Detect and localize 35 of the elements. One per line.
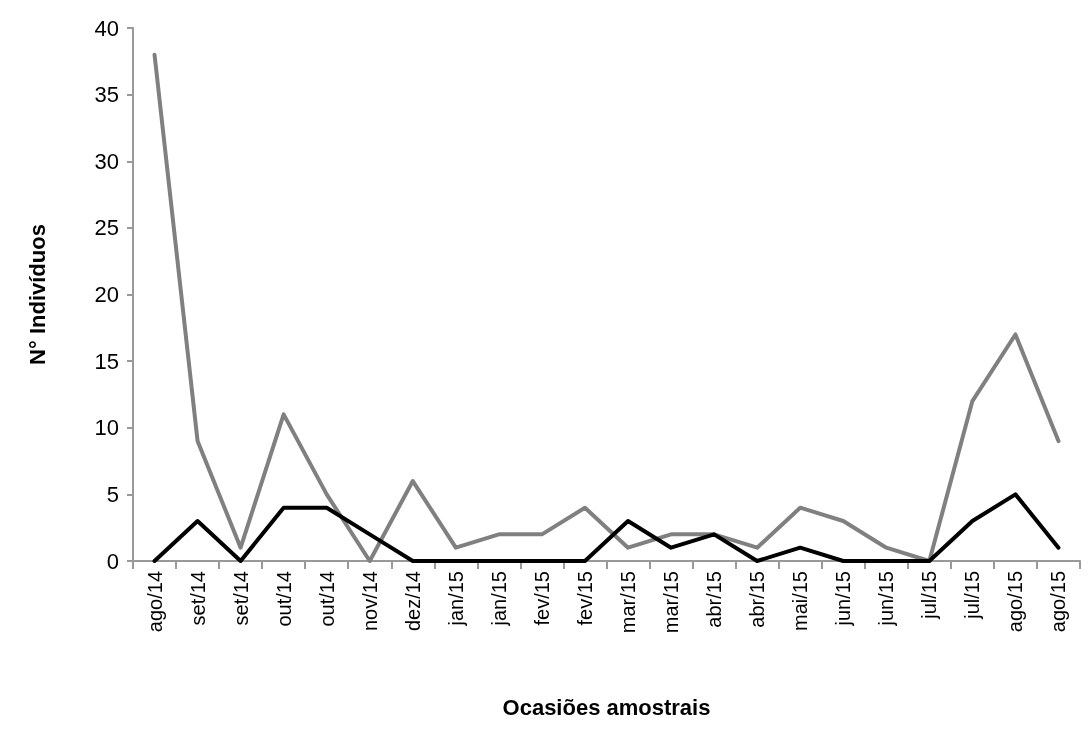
x-tick-label: dez/14 xyxy=(401,571,424,632)
y-tick-label: 25 xyxy=(94,215,119,241)
x-tick-label: ago/15 xyxy=(1004,571,1027,633)
line-series xyxy=(152,52,1061,563)
x-tick-label: abr/15 xyxy=(703,571,726,628)
x-tick-label: jul/15 xyxy=(961,571,984,620)
x-tick-label: jan/15 xyxy=(444,571,467,627)
y-tick-label: 10 xyxy=(94,415,119,441)
y-tick-label: 30 xyxy=(94,148,119,174)
x-tick-label: fev/15 xyxy=(530,571,553,626)
y-tick-label: 0 xyxy=(106,548,119,574)
x-tick-label: mar/15 xyxy=(617,571,640,634)
x-tick-label: nov/14 xyxy=(358,571,381,632)
x-axis-title: Ocasiões amostrais xyxy=(502,694,711,720)
x-tick-label: jul/15 xyxy=(918,571,941,620)
y-tick-label: 40 xyxy=(94,15,119,41)
x-tick-label: mar/15 xyxy=(660,571,683,634)
x-tick-label: fev/15 xyxy=(573,571,596,626)
y-tick-label: 15 xyxy=(94,348,119,374)
x-tick-label: mai/15 xyxy=(789,571,812,632)
x-tick-label: ago/15 xyxy=(1047,571,1070,633)
x-tick-label: jun/15 xyxy=(875,571,898,627)
x-tick-label: ago/14 xyxy=(143,571,166,633)
x-tick-label: out/14 xyxy=(272,571,295,627)
y-axis-title: N° Indivíduos xyxy=(24,224,50,365)
x-tick-label: abr/15 xyxy=(746,571,769,628)
x-tick-label: set/14 xyxy=(186,571,209,626)
x-tick-label: jan/15 xyxy=(487,571,510,627)
y-tick-label: 35 xyxy=(94,82,119,108)
x-tick-label: out/14 xyxy=(315,571,338,627)
x-tick-label: jun/15 xyxy=(832,571,855,627)
x-tick-label: set/14 xyxy=(229,571,252,626)
y-tick-label: 20 xyxy=(94,282,119,307)
line-series xyxy=(152,492,1061,563)
y-tick-label: 5 xyxy=(106,481,119,507)
